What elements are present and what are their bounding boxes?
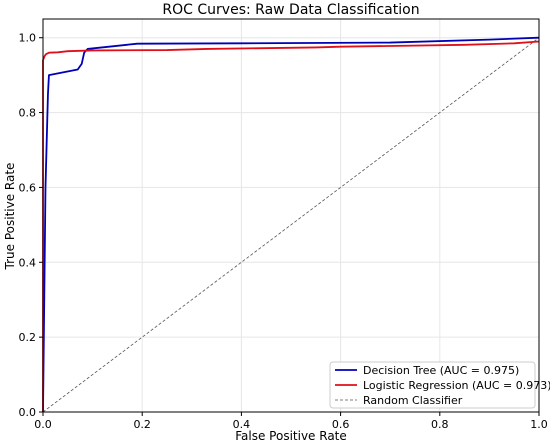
x-tick-label: 0.0: [34, 418, 52, 431]
y-tick-label: 0.8: [19, 107, 37, 120]
grid: [42, 19, 540, 413]
series-line-2: [42, 37, 540, 413]
ticks: 0.0 0.2 0.4 0.6 0.8 1.0 0.0 0.2 0.4 0.6 0.8 1.0: [19, 32, 548, 431]
legend-label: Decision Tree (AUC = 0.975): [363, 364, 519, 377]
plot-frame: [42, 18, 540, 413]
y-tick-label: 0.2: [19, 331, 37, 344]
legend-label: Logistic Regression (AUC = 0.973): [363, 379, 550, 392]
legend-label: Random Classifier: [363, 394, 463, 407]
x-tick-label: 0.6: [332, 418, 350, 431]
y-axis-label: True Positive Rate: [3, 163, 17, 271]
legend-box: [329, 361, 536, 409]
x-tick-label: 0.8: [431, 418, 449, 431]
y-tick-label: 1.0: [19, 32, 37, 45]
series-line-0: [42, 36, 540, 413]
y-tick-label: 0.4: [19, 256, 37, 269]
chart-title: ROC Curves: Raw Data Classification: [162, 2, 419, 18]
x-tick-label: 0.4: [233, 418, 251, 431]
y-tick-label: 0.0: [19, 406, 37, 419]
y-tick-label: 0.6: [19, 181, 37, 194]
x-axis-label: False Positive Rate: [235, 429, 347, 443]
series-layer: [42, 36, 540, 413]
x-tick-label: 1.0: [530, 418, 548, 431]
legend: Decision Tree (AUC = 0.975) Logistic Regr…: [329, 361, 550, 409]
series-line-1: [42, 40, 540, 412]
x-tick-label: 0.2: [133, 418, 151, 431]
